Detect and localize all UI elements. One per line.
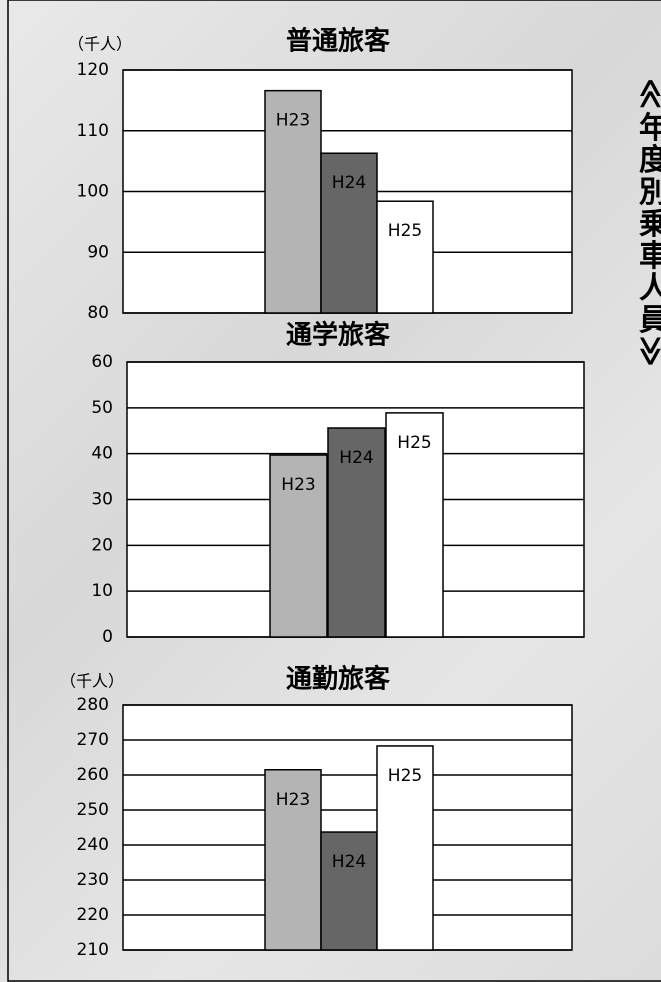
y-tick-label: 280: [77, 695, 109, 715]
y-tick-label: 250: [77, 800, 109, 820]
y-tick-label: 30: [91, 490, 113, 510]
bar-category-label: H24: [332, 852, 366, 872]
bar: [269, 454, 328, 638]
chart-title: 普通旅客: [286, 26, 391, 57]
bar-category-label: H23: [276, 111, 310, 131]
bar: [376, 745, 434, 951]
bar: [376, 200, 434, 314]
y-tick-label: 260: [77, 765, 109, 785]
bar-category-label: H23: [281, 475, 315, 495]
y-tick-label: 0: [102, 627, 113, 647]
chart-title: 通勤旅客: [286, 664, 391, 695]
y-unit: （千人）: [68, 35, 132, 54]
y-tick-label: 50: [91, 398, 113, 418]
bar-category-label: H25: [388, 221, 422, 241]
bar: [385, 412, 444, 638]
y-tick-label: 120: [77, 60, 109, 80]
frame: [7, 0, 661, 982]
bar-category-label: H23: [276, 790, 310, 810]
y-tick-label: 80: [87, 303, 109, 323]
y-tick-label: 10: [91, 581, 113, 601]
y-tick-label: 270: [77, 730, 109, 750]
y-tick-label: 210: [77, 940, 109, 960]
bar-category-label: H25: [388, 766, 422, 786]
y-tick-label: 230: [77, 870, 109, 890]
chart-title: 通学旅客: [286, 320, 391, 351]
bar-category-label: H24: [332, 173, 366, 193]
bar-category-label: H24: [339, 448, 373, 468]
y-tick-label: 90: [87, 242, 109, 262]
side-title: ≪年度別乗車人員≫: [633, 78, 661, 369]
y-tick-label: 40: [91, 444, 113, 464]
bar: [327, 427, 386, 638]
y-tick-label: 240: [77, 835, 109, 855]
bar: [320, 831, 378, 951]
y-tick-label: 100: [77, 182, 109, 202]
bar-category-label: H25: [397, 433, 431, 453]
y-tick-label: 220: [77, 905, 109, 925]
bar: [264, 769, 322, 951]
y-unit: （千人）: [60, 672, 124, 691]
y-tick-label: 20: [91, 535, 113, 555]
y-tick-label: 110: [77, 121, 109, 141]
y-tick-label: 60: [91, 352, 113, 372]
bar: [320, 152, 378, 314]
